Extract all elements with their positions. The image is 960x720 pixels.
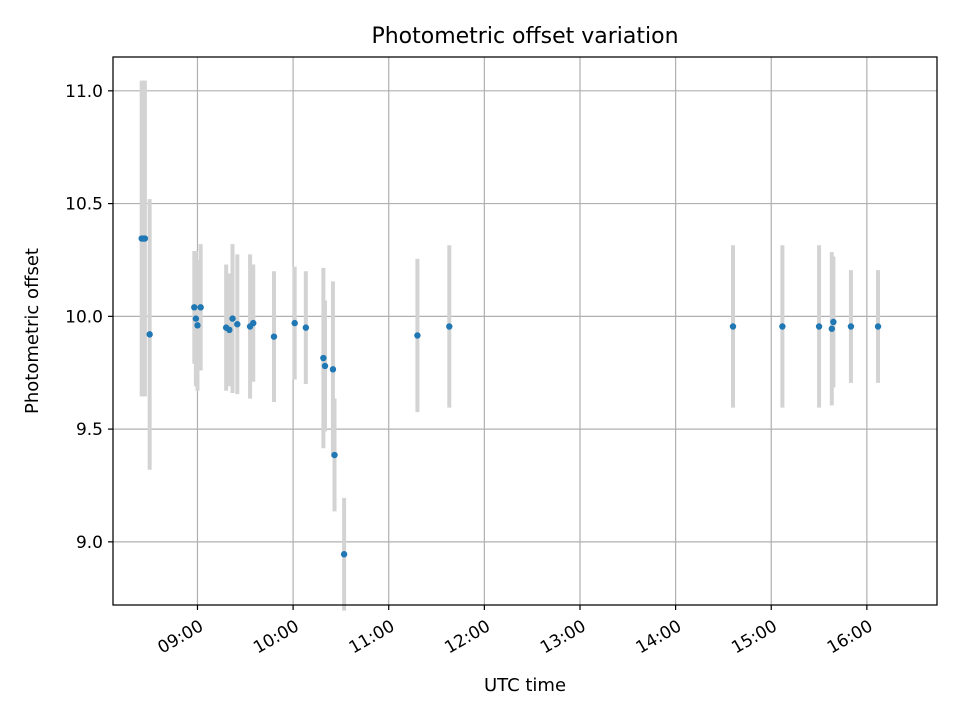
y-tick-label: 10.5 — [65, 195, 103, 215]
data-point — [302, 324, 310, 331]
data-point — [250, 319, 257, 327]
data-point — [729, 323, 737, 330]
data-point — [830, 318, 837, 326]
data-point — [847, 323, 855, 330]
data-point — [234, 321, 241, 328]
data-point — [828, 325, 836, 332]
y-tick-label: 10.0 — [65, 307, 103, 327]
chart-title: Photometric offset variation — [371, 24, 678, 49]
data-point — [291, 319, 298, 327]
data-points — [138, 235, 882, 558]
plot-frame — [112, 56, 938, 606]
y-axis-label: Photometric offset — [22, 248, 43, 414]
data-point — [197, 304, 204, 311]
data-point — [340, 551, 348, 558]
data-point — [329, 366, 337, 373]
data-point — [141, 235, 149, 242]
data-point — [321, 362, 329, 370]
data-point — [815, 323, 823, 330]
data-point — [229, 315, 236, 322]
y-tick-label: 9.0 — [76, 533, 103, 553]
data-point — [779, 323, 786, 330]
data-point — [146, 331, 153, 338]
data-point — [331, 451, 338, 459]
data-point — [874, 323, 882, 330]
x-axis-label: UTC time — [484, 675, 566, 696]
data-point — [226, 326, 233, 334]
y-tick-label: 11.0 — [65, 82, 103, 102]
data-point — [446, 323, 453, 330]
data-point — [320, 354, 327, 362]
data-point — [194, 322, 201, 329]
data-point — [191, 304, 198, 311]
y-tick-label: 9.5 — [76, 420, 103, 440]
data-point — [270, 333, 278, 340]
data-point — [192, 315, 200, 322]
y-axis-ticks: 9.0 9.5 10.0 10.5 11.0 — [65, 82, 113, 553]
data-point — [414, 332, 421, 339]
